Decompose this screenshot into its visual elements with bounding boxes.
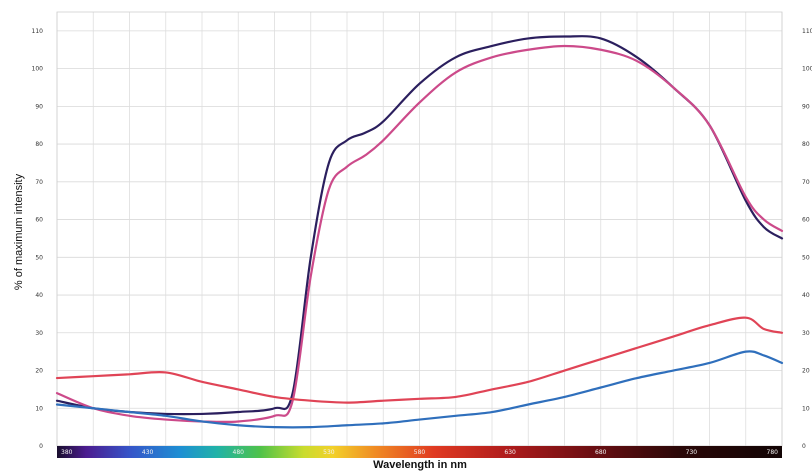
- y-tick-label-right: 70: [802, 179, 810, 186]
- y-tick-labels-right: 0 10 20 30 40 50 60 70 80 90 100 110: [802, 28, 812, 450]
- y-tick-label-right: 0: [802, 443, 806, 450]
- y-tick-labels-left: 0 10 20 30 40 50 60 70 80 90 100 110: [32, 28, 44, 450]
- spectrum-tick-label: 430: [142, 449, 154, 456]
- y-tick-label-right: 40: [802, 292, 810, 299]
- spectrum-tick-label: 780: [767, 449, 779, 456]
- y-tick-label-left: 60: [35, 217, 43, 224]
- y-tick-label-left: 50: [35, 254, 43, 261]
- y-tick-label-left: 80: [35, 141, 43, 148]
- y-tick-label-left: 40: [35, 292, 43, 299]
- y-tick-label-right: 100: [802, 66, 812, 73]
- spectrum-tick-label: 730: [686, 449, 698, 456]
- grid: [56, 11, 783, 447]
- y-tick-label-left: 70: [35, 179, 43, 186]
- y-tick-label-right: 20: [802, 368, 810, 375]
- y-tick-label-right: 90: [802, 103, 810, 110]
- y-tick-label-left: 0: [39, 443, 43, 450]
- y-tick-label-left: 20: [35, 368, 43, 375]
- spectrum-tick-label: 530: [323, 449, 335, 456]
- spectrum-tick-label: 380: [61, 449, 73, 456]
- series-line-4: [55, 350, 784, 429]
- y-tick-label-right: 50: [802, 254, 810, 261]
- spectrum-tick-labels: 380 430 480 530 580 630 680 730 780: [61, 449, 778, 456]
- wavelength-spectrum-bar: [57, 446, 782, 458]
- series-line-3: [55, 316, 784, 404]
- y-tick-label-right: 10: [802, 405, 810, 412]
- x-axis-label: Wavelength in nm: [373, 459, 467, 471]
- spectrum-tick-label: 480: [233, 449, 245, 456]
- spectrum-tick-label: 630: [504, 449, 516, 456]
- y-tick-label-right: 60: [802, 217, 810, 224]
- y-tick-label-left: 30: [35, 330, 43, 337]
- y-tick-label-left: 10: [35, 405, 43, 412]
- y-tick-label-left: 100: [32, 66, 44, 73]
- y-tick-label-left: 90: [35, 103, 43, 110]
- y-tick-label-right: 30: [802, 330, 810, 337]
- series-layer: [55, 35, 784, 429]
- y-tick-label-right: 110: [802, 28, 812, 35]
- y-tick-label-right: 80: [802, 141, 810, 148]
- spectrum-tick-label: 580: [414, 449, 426, 456]
- y-tick-label-left: 110: [32, 28, 44, 35]
- spectrum-tick-label: 680: [595, 449, 607, 456]
- y-axis-label: % of maximum intensity: [13, 173, 25, 290]
